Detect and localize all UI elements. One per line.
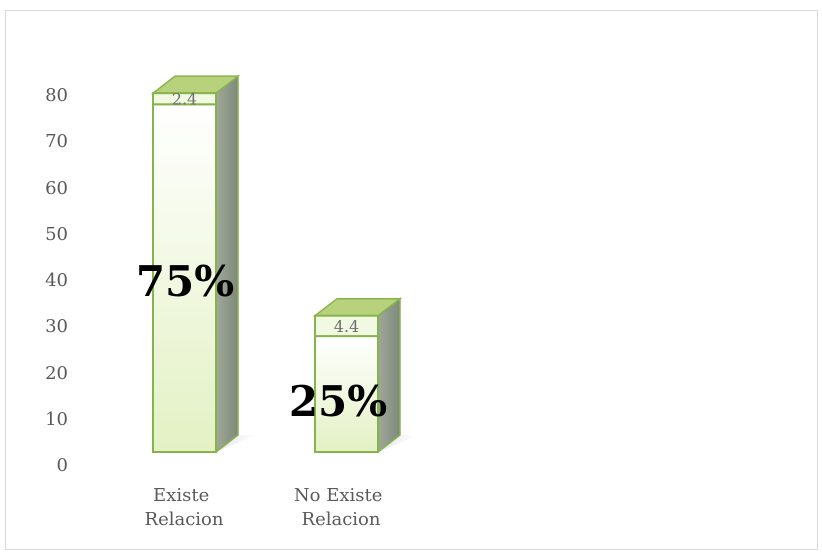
category-label: No Existe Relacion [294, 485, 388, 530]
data-label-4-4: 4.4 [334, 317, 359, 336]
bar-labels-group: 2.4 4.4 75% 25% [136, 90, 387, 426]
percent-label-75: 75% [136, 257, 234, 306]
y-tick-label: 50 [45, 224, 68, 245]
category-label-line: Relacion [302, 509, 381, 530]
bar-segment-main [314, 335, 379, 454]
category-label-line: No Existe [294, 485, 382, 506]
bars-group [150, 74, 418, 454]
category-label-line: Existe [153, 485, 209, 506]
y-tick-label: 70 [45, 131, 68, 152]
bar-segment-main [152, 103, 217, 454]
y-tick-label: 40 [45, 270, 68, 291]
bar-segment-top [314, 314, 379, 338]
bar-side [377, 297, 401, 454]
y-tick-label: 0 [57, 455, 68, 476]
x-axis: Existe Relacion No Existe Relacion [145, 485, 388, 530]
y-tick-label: 30 [45, 316, 68, 337]
chart-area [5, 10, 818, 550]
percent-label-25: 25% [289, 377, 387, 426]
y-tick-label: 80 [45, 85, 68, 106]
y-tick-label: 10 [45, 409, 68, 430]
data-label-2-4: 2.4 [172, 90, 197, 109]
y-axis: 0 10 20 30 40 50 60 70 80 [45, 85, 68, 476]
y-tick-label: 20 [45, 363, 68, 384]
bar-segment-top [152, 92, 217, 106]
category-label-line: Relacion [145, 509, 224, 530]
y-tick-label: 60 [45, 178, 68, 199]
category-label: Existe Relacion [145, 485, 224, 530]
